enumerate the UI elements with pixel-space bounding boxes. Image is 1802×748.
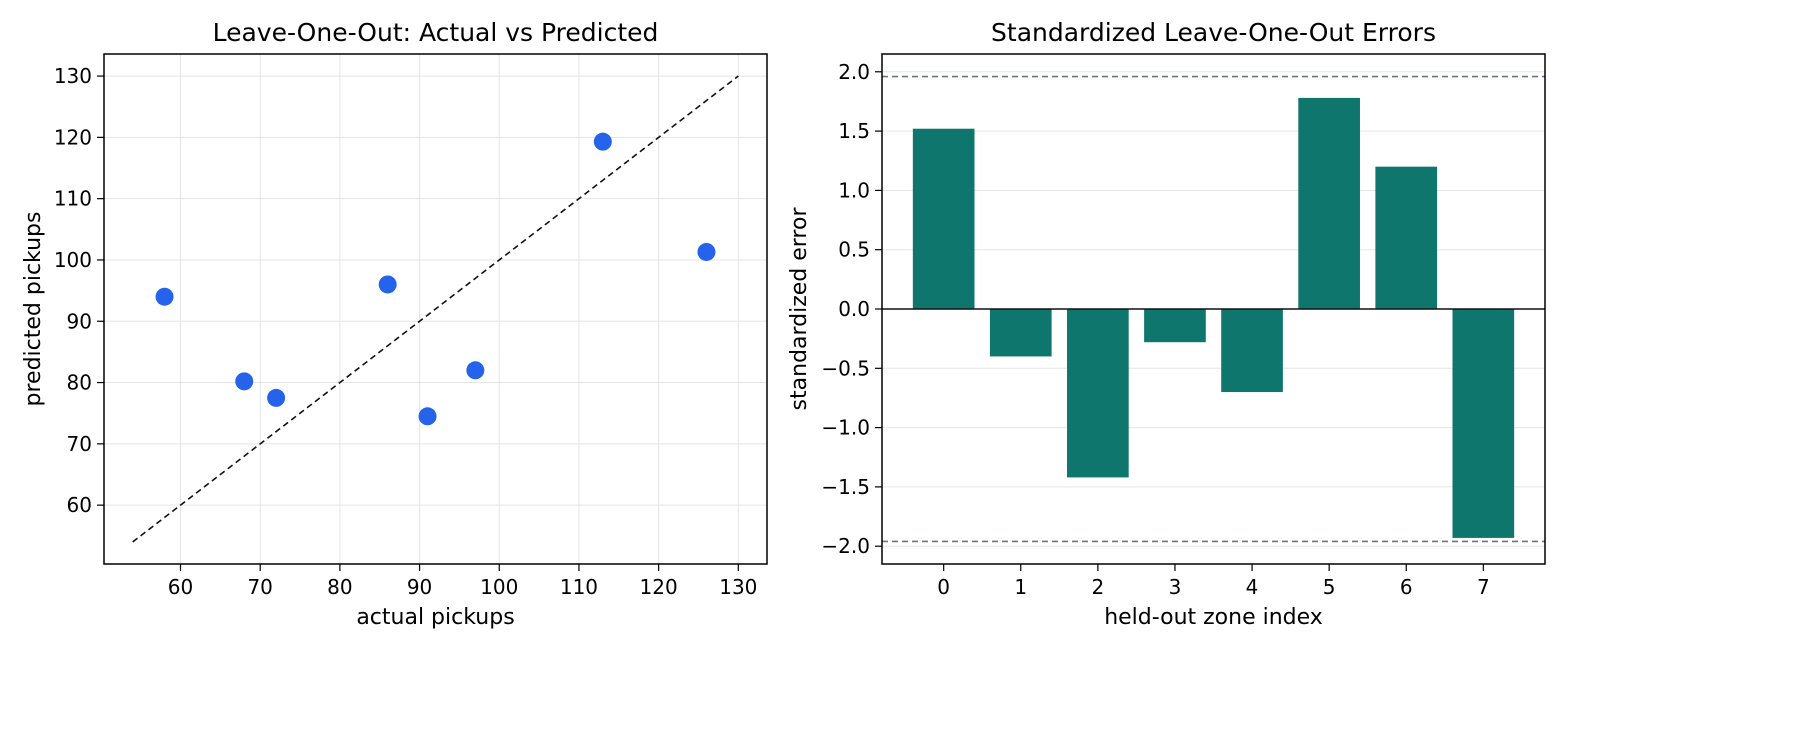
scatter-y-tick-label: 80 [67,371,92,395]
scatter-point [235,372,254,391]
bar-x-tick-label: 2 [1091,575,1104,599]
bar-x-tick-label: 7 [1477,575,1490,599]
scatter-x-axis-label: actual pickups [356,605,514,630]
bar [1375,166,1438,309]
bar-y-tick-label: 2.0 [838,60,870,84]
bar [1067,309,1129,478]
scatter-x-tick-label: 120 [640,575,678,599]
scatter-y-tick-label: 60 [67,493,92,517]
scatter-y-tick-label: 100 [54,248,92,272]
scatter-point [466,361,485,380]
scatter-y-tick-label: 110 [54,187,92,211]
scatter-x-tick-label: 100 [480,575,518,599]
bar-axes-frame [881,53,1546,565]
bar-y-tick-label: −1.0 [821,416,870,440]
bar-series [912,97,1515,538]
bar-y-axis-label: standardized error [787,207,812,411]
bar-reference-lines [882,75,1545,543]
scatter-point [593,132,612,151]
bar [1144,309,1206,343]
bar-title: Standardized Leave-One-Out Errors [991,18,1436,47]
scatter-x-tick-label: 70 [247,575,272,599]
scatter-axes-frame [103,53,768,565]
bar-y-tick-label: −2.0 [821,534,870,558]
bar-y-tick-label: −0.5 [821,356,870,380]
bar-x-tick-label: 0 [937,575,950,599]
scatter-y-tick-label: 120 [54,125,92,149]
scatter-point [418,407,437,426]
scatter-grid [104,54,767,564]
scatter-point [155,287,174,306]
bar-x-tick-label: 6 [1400,575,1413,599]
bar-y-tick-label: 1.0 [838,178,870,202]
bar [1298,97,1360,309]
bar [1221,309,1283,393]
bar-panel: 2.01.51.00.50.0−0.5−1.0−1.5−2.00 1 2 3 4 5 6 7 … [787,18,1546,630]
scatter-point [267,388,286,407]
scatter-title: Leave-One-Out: Actual vs Predicted [213,18,659,47]
scatter-x-tick-label: 60 [168,575,193,599]
bar-x-tick-label: 1 [1014,575,1027,599]
scatter-point [697,242,716,261]
bar [1452,309,1515,538]
bar-ticks: 2.0 1.5 1.0 0.5 0.0 −0.5 −1.0 −1.5 −2.0 0 1 2 3 4 5 6 7 [821,60,1489,599]
bar-y-tick-label: −1.5 [821,475,870,499]
scatter-x-tick-label: 80 [327,575,352,599]
bar-y-tick-label: 0.5 [838,238,870,262]
scatter-y-tick-label: 130 [54,64,92,88]
scatter-y-tick-label: 70 [67,432,92,456]
bar-x-tick-label: 4 [1246,575,1259,599]
bar [989,309,1052,357]
scatter-x-tick-label: 130 [719,575,757,599]
scatter-point [378,275,397,294]
scatter-panel: 60 70 80 90 100 110 120 130 60 70 80 90 100 110 120 130… [21,18,768,630]
scatter-y-axis-label: predicted pickups [21,212,46,407]
scatter-ticks: 60 70 80 90 100 110 120 130 60 70 80 90 100 110 120 130 [54,64,758,599]
bar-x-tick-label: 3 [1169,575,1182,599]
bar-y-tick-label: 0.0 [838,297,870,321]
bar-x-tick-label: 5 [1323,575,1336,599]
scatter-reference-line [132,75,739,543]
scatter-reference-line-group [132,75,739,543]
scatter-points [155,132,716,426]
scatter-x-tick-label: 110 [560,575,598,599]
bar-y-tick-label: 1.5 [838,119,870,143]
scatter-x-tick-label: 90 [407,575,432,599]
bar [912,128,975,309]
scatter-y-tick-label: 90 [67,309,92,333]
bar-x-axis-label: held-out zone index [1104,605,1323,630]
